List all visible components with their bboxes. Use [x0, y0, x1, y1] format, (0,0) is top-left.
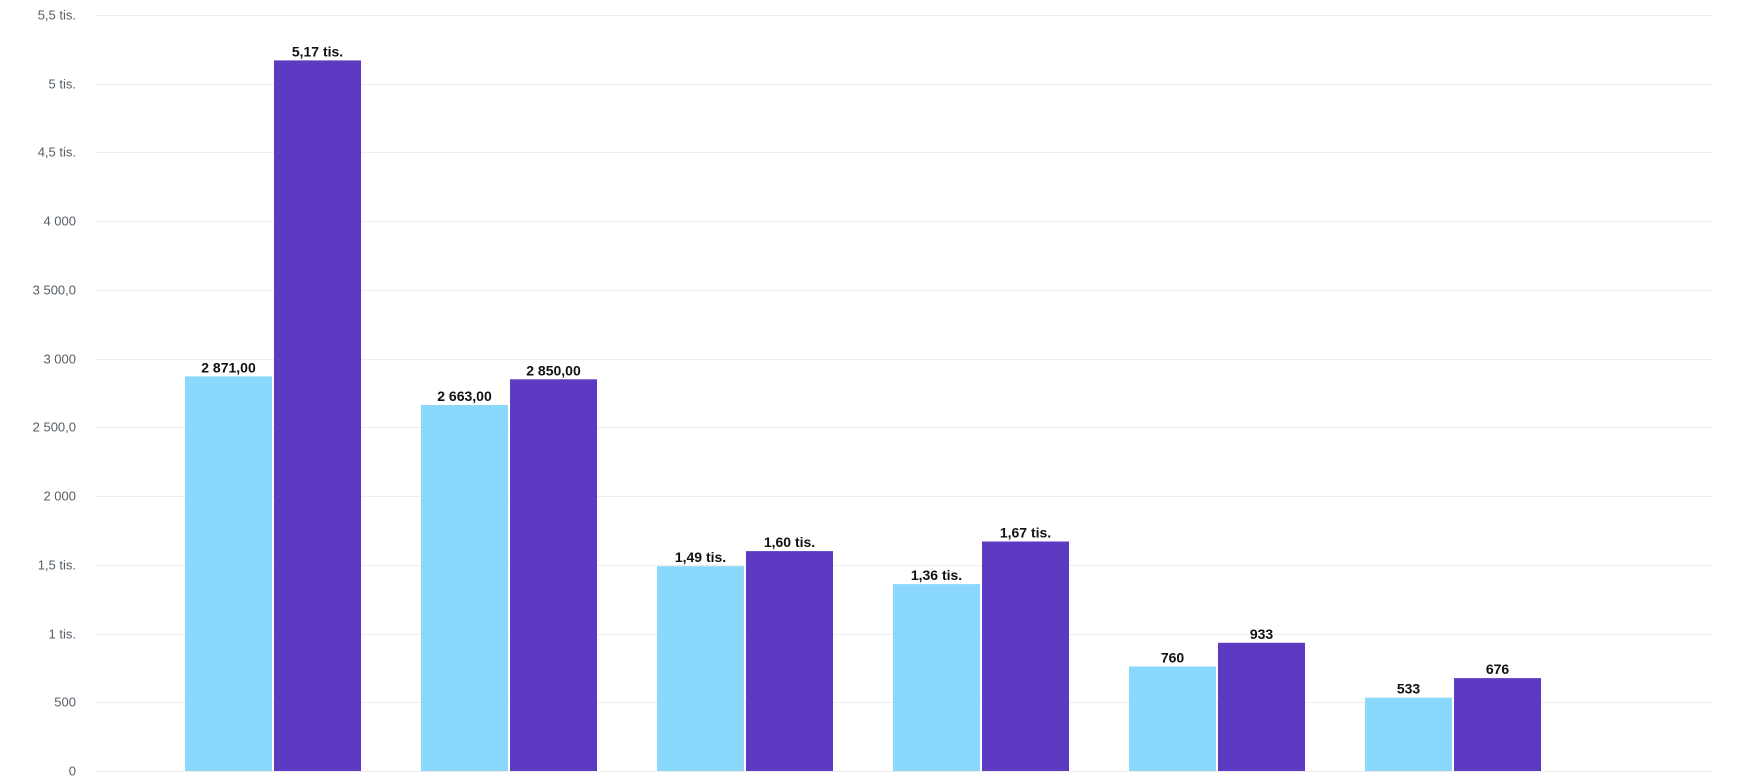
y-tick-label: 3 000: [43, 352, 76, 367]
bar: [746, 551, 833, 771]
data-label: 1,67 tis.: [1000, 525, 1051, 541]
y-tick-label: 4,5 tis.: [38, 145, 76, 160]
data-label: 676: [1486, 661, 1510, 677]
bar: [1454, 678, 1541, 771]
grid-lines: [96, 15, 1712, 772]
data-label: 5,17 tis.: [292, 43, 343, 59]
data-label: 533: [1397, 681, 1421, 697]
bar: [1218, 642, 1305, 771]
data-label: 1,60 tis.: [764, 534, 815, 550]
bar: [421, 405, 508, 771]
bar: [274, 60, 361, 771]
bar: [185, 376, 272, 771]
data-label: 2 663,00: [437, 388, 492, 404]
y-tick-label: 1,5 tis.: [38, 558, 76, 573]
bar-data-labels: 2 871,00 5,17 tis. 2 663,00 2 850,00 1,49 ti…: [201, 43, 1509, 696]
data-label: 760: [1161, 650, 1185, 666]
data-label: 2 850,00: [526, 362, 581, 378]
y-axis-tick-labels: 0 500 1 tis. 1,5 tis. 2 000 2 500,0 3 000 3 500…: [33, 8, 76, 779]
y-tick-label: 5,5 tis.: [38, 8, 76, 23]
y-tick-label: 4 000: [43, 214, 76, 229]
y-tick-label: 2 500,0: [33, 420, 76, 435]
y-tick-label: 2 000: [43, 489, 76, 504]
bar: [1365, 697, 1452, 771]
y-tick-label: 5 tis.: [49, 77, 76, 92]
data-label: 933: [1250, 626, 1274, 642]
bars: [185, 60, 1541, 771]
bar: [893, 584, 980, 771]
data-label: 1,36 tis.: [911, 567, 962, 583]
bar: [510, 379, 597, 771]
data-label: 2 871,00: [201, 359, 256, 375]
bar: [982, 541, 1069, 771]
y-tick-label: 3 500,0: [33, 283, 76, 298]
y-tick-label: 500: [54, 695, 76, 710]
data-label: 1,49 tis.: [675, 549, 726, 565]
y-tick-label: 1 tis.: [49, 627, 76, 642]
bar: [657, 566, 744, 771]
bar: [1129, 666, 1216, 771]
y-tick-label: 0: [69, 764, 76, 779]
